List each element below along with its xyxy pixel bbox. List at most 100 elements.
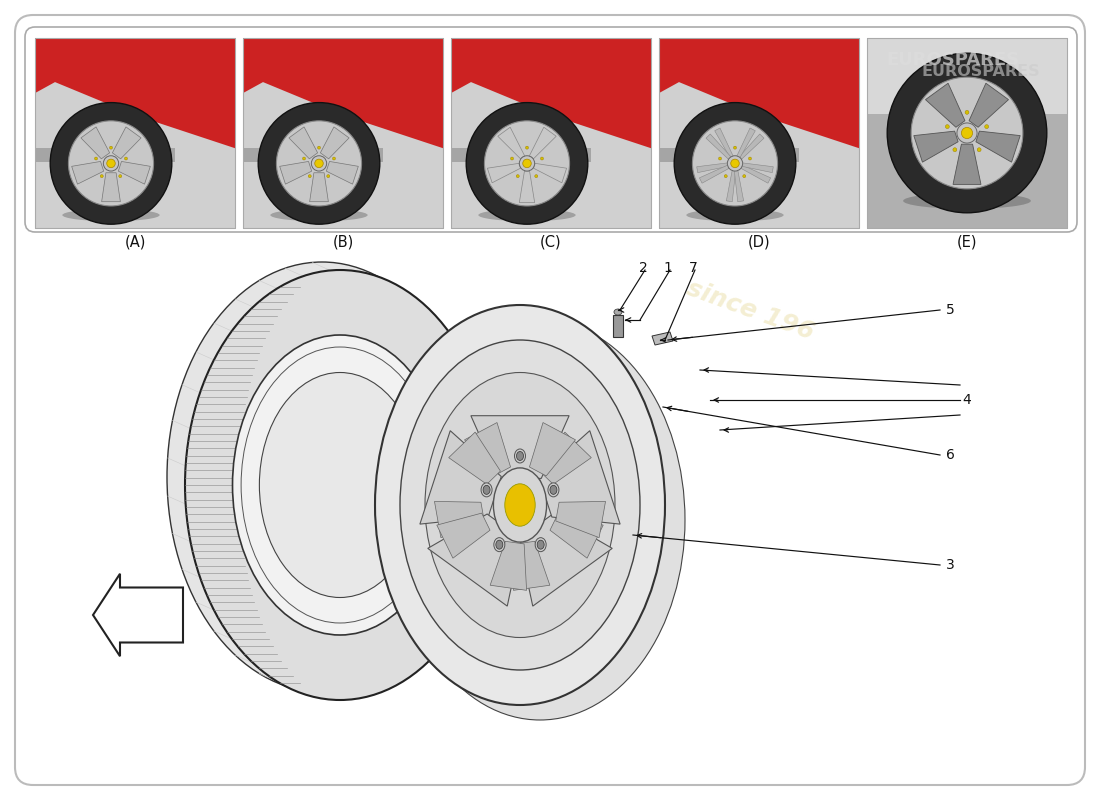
- Polygon shape: [498, 127, 525, 158]
- Ellipse shape: [519, 156, 535, 171]
- Polygon shape: [715, 128, 734, 158]
- Text: a part
for parts
since 196: a part for parts since 196: [396, 476, 563, 604]
- Ellipse shape: [548, 483, 559, 497]
- Polygon shape: [471, 416, 569, 478]
- Ellipse shape: [957, 123, 977, 143]
- Ellipse shape: [510, 157, 514, 160]
- Ellipse shape: [718, 157, 722, 160]
- Ellipse shape: [977, 148, 981, 152]
- Bar: [613, 315, 623, 337]
- Ellipse shape: [327, 174, 330, 178]
- Ellipse shape: [425, 373, 615, 638]
- Polygon shape: [320, 127, 349, 159]
- Polygon shape: [35, 148, 175, 162]
- Polygon shape: [243, 38, 443, 148]
- Ellipse shape: [63, 209, 160, 221]
- Bar: [35, 38, 235, 228]
- Ellipse shape: [522, 159, 531, 168]
- Ellipse shape: [95, 157, 98, 160]
- Bar: [243, 38, 443, 228]
- Bar: [243, 38, 443, 228]
- Ellipse shape: [965, 110, 969, 114]
- Ellipse shape: [494, 468, 547, 542]
- Polygon shape: [514, 542, 550, 590]
- Polygon shape: [451, 38, 651, 148]
- Ellipse shape: [260, 373, 420, 598]
- Text: 6: 6: [946, 448, 955, 462]
- Polygon shape: [700, 165, 730, 183]
- Ellipse shape: [984, 125, 989, 129]
- Ellipse shape: [953, 148, 957, 152]
- Ellipse shape: [961, 127, 972, 138]
- Ellipse shape: [311, 156, 327, 171]
- Bar: [35, 38, 235, 228]
- Ellipse shape: [318, 146, 320, 149]
- Polygon shape: [953, 144, 981, 184]
- Polygon shape: [434, 502, 484, 538]
- Ellipse shape: [537, 540, 544, 549]
- Polygon shape: [464, 422, 510, 476]
- Bar: [451, 38, 651, 228]
- Polygon shape: [327, 162, 359, 184]
- Text: 2: 2: [639, 261, 648, 275]
- Ellipse shape: [375, 305, 666, 705]
- Bar: [659, 38, 859, 228]
- Polygon shape: [969, 83, 1009, 127]
- Ellipse shape: [185, 270, 495, 700]
- Ellipse shape: [232, 335, 448, 635]
- Ellipse shape: [540, 157, 543, 160]
- Polygon shape: [735, 170, 744, 202]
- Ellipse shape: [271, 209, 367, 221]
- Ellipse shape: [550, 486, 557, 494]
- Polygon shape: [72, 162, 103, 184]
- Polygon shape: [659, 148, 799, 162]
- Polygon shape: [428, 514, 521, 606]
- Text: since 196: since 196: [683, 276, 817, 344]
- Ellipse shape: [911, 77, 1023, 189]
- Polygon shape: [519, 171, 535, 202]
- Polygon shape: [487, 163, 520, 182]
- Text: EUROSPARES: EUROSPARES: [887, 51, 1020, 69]
- Ellipse shape: [903, 193, 1031, 209]
- Polygon shape: [529, 127, 557, 158]
- Ellipse shape: [516, 174, 519, 178]
- Ellipse shape: [888, 53, 1047, 213]
- Ellipse shape: [332, 157, 336, 160]
- Polygon shape: [279, 162, 311, 184]
- Bar: [867, 38, 1067, 228]
- Bar: [35, 38, 235, 228]
- Ellipse shape: [536, 538, 547, 552]
- Ellipse shape: [51, 102, 172, 224]
- Polygon shape: [112, 127, 141, 159]
- Bar: [867, 38, 1067, 228]
- Polygon shape: [243, 148, 383, 162]
- Ellipse shape: [686, 209, 783, 221]
- Text: (E): (E): [957, 234, 977, 250]
- Polygon shape: [736, 128, 756, 158]
- Text: (D): (D): [748, 234, 770, 250]
- Bar: [243, 38, 443, 228]
- Ellipse shape: [945, 125, 949, 129]
- Ellipse shape: [734, 146, 737, 149]
- Ellipse shape: [302, 157, 306, 160]
- Polygon shape: [81, 127, 110, 159]
- Bar: [867, 38, 1067, 228]
- Ellipse shape: [308, 174, 311, 178]
- Polygon shape: [491, 542, 527, 590]
- Polygon shape: [420, 430, 502, 524]
- Polygon shape: [652, 332, 673, 345]
- Ellipse shape: [614, 309, 622, 315]
- Ellipse shape: [742, 174, 746, 178]
- Ellipse shape: [496, 540, 503, 549]
- Bar: [451, 38, 651, 228]
- Ellipse shape: [107, 159, 116, 168]
- Polygon shape: [925, 83, 965, 127]
- Ellipse shape: [515, 449, 526, 463]
- Polygon shape: [534, 163, 566, 182]
- Ellipse shape: [526, 146, 528, 149]
- Bar: [659, 38, 859, 228]
- Ellipse shape: [110, 146, 112, 149]
- Polygon shape: [556, 502, 605, 538]
- Ellipse shape: [103, 156, 119, 171]
- Polygon shape: [550, 513, 603, 558]
